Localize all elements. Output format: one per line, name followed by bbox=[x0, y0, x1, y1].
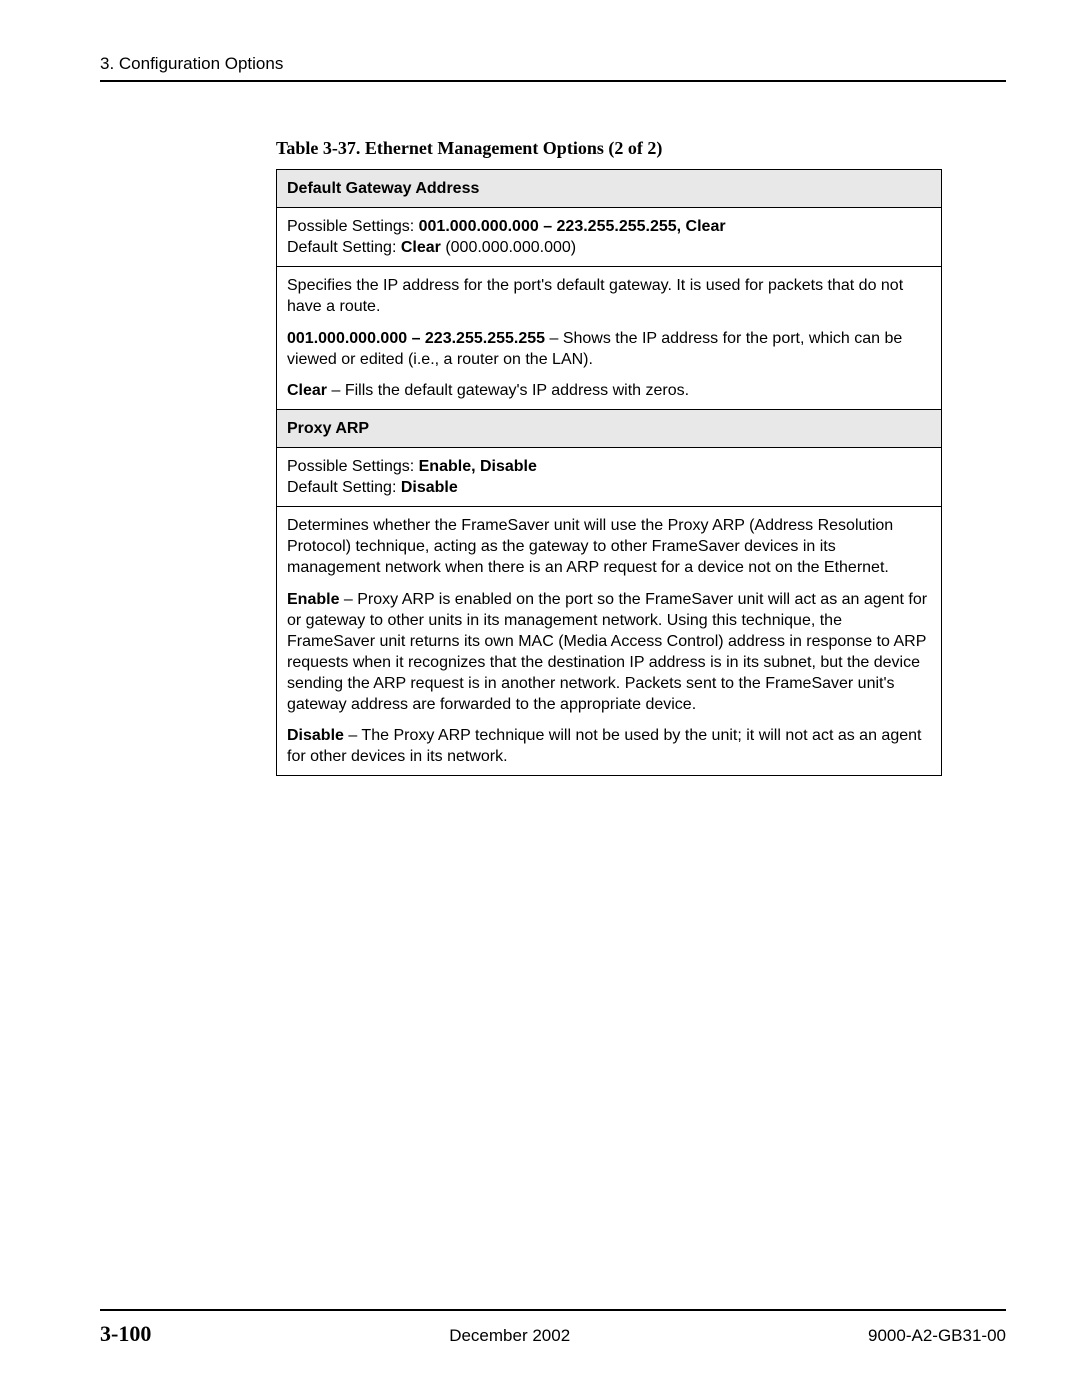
option-value: Disable bbox=[287, 727, 344, 744]
table-container: Table 3-37. Ethernet Management Options … bbox=[276, 138, 942, 776]
possible-settings-value: Enable, Disable bbox=[419, 458, 537, 475]
option-heading-proxy-arp: Proxy ARP bbox=[277, 409, 942, 447]
option-value: Enable bbox=[287, 591, 339, 608]
description-text: Determines whether the FrameSaver unit w… bbox=[287, 515, 931, 578]
table-row: Possible Settings: Enable, Disable Defau… bbox=[277, 447, 942, 506]
possible-settings-value: 001.000.000.000 – 223.255.255.255, Clear bbox=[419, 218, 726, 235]
settings-cell: Possible Settings: Enable, Disable Defau… bbox=[277, 447, 942, 506]
table-row: Default Gateway Address bbox=[277, 170, 942, 208]
default-setting-label: Default Setting: bbox=[287, 239, 401, 256]
default-setting-extra: (000.000.000.000) bbox=[441, 239, 576, 256]
table-row: Specifies the IP address for the port's … bbox=[277, 267, 942, 410]
option-value-desc: – Proxy ARP is enabled on the port so th… bbox=[287, 591, 927, 714]
possible-settings-label: Possible Settings: bbox=[287, 218, 419, 235]
settings-cell: Possible Settings: 001.000.000.000 – 223… bbox=[277, 208, 942, 267]
description-cell: Determines whether the FrameSaver unit w… bbox=[277, 507, 942, 776]
default-setting-value: Clear bbox=[401, 239, 441, 256]
page: 3. Configuration Options Table 3-37. Eth… bbox=[0, 0, 1080, 1397]
table-row: Proxy ARP bbox=[277, 409, 942, 447]
page-number: 3-100 bbox=[100, 1321, 151, 1347]
table-row: Possible Settings: 001.000.000.000 – 223… bbox=[277, 208, 942, 267]
option-value-desc: – The Proxy ARP technique will not be us… bbox=[287, 727, 921, 765]
table-row: Determines whether the FrameSaver unit w… bbox=[277, 507, 942, 776]
description-cell: Specifies the IP address for the port's … bbox=[277, 267, 942, 410]
option-value-desc: – Fills the default gateway's IP address… bbox=[327, 382, 689, 399]
default-setting-label: Default Setting: bbox=[287, 479, 401, 496]
page-footer: 3-100 December 2002 9000-A2-GB31-00 bbox=[100, 1309, 1006, 1347]
option-value: Clear bbox=[287, 382, 327, 399]
footer-docnum: 9000-A2-GB31-00 bbox=[868, 1326, 1006, 1346]
page-header: 3. Configuration Options bbox=[100, 54, 1006, 82]
description-text: Specifies the IP address for the port's … bbox=[287, 275, 931, 317]
table-caption: Table 3-37. Ethernet Management Options … bbox=[276, 138, 942, 159]
default-setting-value: Disable bbox=[401, 479, 458, 496]
possible-settings-label: Possible Settings: bbox=[287, 458, 419, 475]
footer-date: December 2002 bbox=[449, 1326, 570, 1346]
options-table: Default Gateway Address Possible Setting… bbox=[276, 169, 942, 776]
header-section: 3. Configuration Options bbox=[100, 54, 283, 73]
option-heading-default-gateway: Default Gateway Address bbox=[277, 170, 942, 208]
option-value: 001.000.000.000 – 223.255.255.255 bbox=[287, 330, 545, 347]
